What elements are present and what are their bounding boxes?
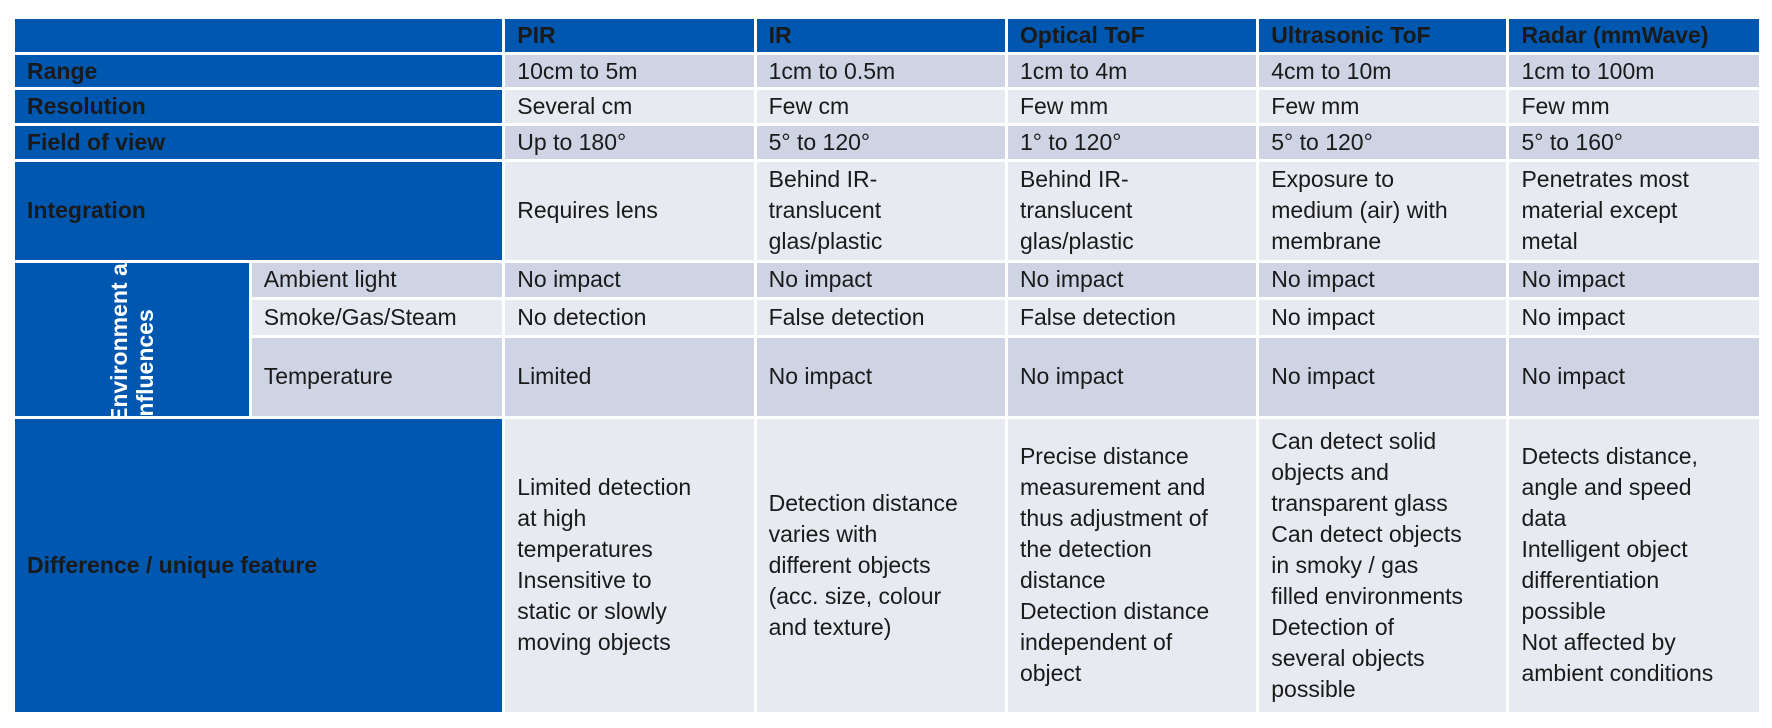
cell-integration-radar: Penetrates most material except metal bbox=[1506, 158, 1762, 263]
cell-range-ultrasonic: 4cm to 10m bbox=[1256, 51, 1510, 91]
cell-difference-pir: Limited detection at high temperatures I… bbox=[502, 415, 757, 716]
table-row: Range 10cm to 5m 1cm to 0.5m 1cm to 4m 4… bbox=[11, 51, 1762, 91]
cell-difference-optical: Precise distance measurement and thus ad… bbox=[1004, 415, 1260, 716]
table-row: Smoke/Gas/Steam No detection False detec… bbox=[14, 297, 1762, 339]
cell-smoke-optical: False detection bbox=[1004, 297, 1260, 339]
cell-temperature-optical: No impact bbox=[1004, 335, 1260, 419]
cell-text: Limited detection at high temperatures I… bbox=[517, 474, 692, 656]
cell-text: Behind IR- translucent glas/plastic bbox=[1019, 166, 1134, 255]
row-label-range: Range bbox=[11, 51, 506, 91]
cell-difference-radar: Detects distance, angle and speed data I… bbox=[1506, 415, 1762, 716]
sensor-comparison-table: PIR IR Optical ToF Ultrasonic ToF Radar … bbox=[11, 16, 1762, 716]
table-row: Field of view Up to 180° 5° to 120° 1° t… bbox=[11, 123, 1762, 162]
cell-resolution-radar: Few mm bbox=[1506, 87, 1762, 127]
cell-smoke-pir: No detection bbox=[502, 297, 757, 339]
cell-ambient-ir: No impact bbox=[753, 259, 1008, 301]
cell-integration-optical: Behind IR- translucent glas/plastic bbox=[1004, 158, 1260, 263]
cell-temperature-ir: No impact bbox=[753, 335, 1008, 419]
cell-difference-ir: Detection distance varies with different… bbox=[753, 415, 1008, 716]
cell-integration-ultrasonic: Exposure to medium (air) with membrane bbox=[1256, 158, 1510, 263]
cell-resolution-ir: Few cm bbox=[753, 87, 1008, 127]
cell-temperature-pir: Limited bbox=[502, 335, 757, 419]
cell-text: Penetrates most material except metal bbox=[1521, 166, 1689, 255]
cell-text: Requires lens bbox=[517, 197, 658, 224]
cell-text: Detection distance varies with different… bbox=[768, 489, 958, 640]
cell-text: Can detect solid objects and transparent… bbox=[1271, 427, 1464, 702]
row-label-smoke: Smoke/Gas/Steam bbox=[248, 297, 506, 339]
cell-ambient-optical: No impact bbox=[1004, 259, 1260, 301]
row-label-fov: Field of view bbox=[11, 123, 506, 162]
env-group-label-cell: Environment al influences bbox=[12, 259, 252, 419]
cell-ambient-radar: No impact bbox=[1506, 259, 1762, 301]
cell-resolution-optical: Few mm bbox=[1004, 87, 1260, 127]
table-row: Integration Requires lens Behind IR- tra… bbox=[11, 158, 1762, 263]
table-row: Environment al influences Ambient light … bbox=[12, 259, 1762, 419]
cell-fov-ultrasonic: 5° to 120° bbox=[1256, 123, 1510, 162]
cell-temperature-radar: No impact bbox=[1506, 335, 1762, 419]
cell-fov-radar: 5° to 160° bbox=[1506, 123, 1762, 162]
header-row: PIR IR Optical ToF Ultrasonic ToF Radar … bbox=[11, 16, 1762, 55]
cell-range-optical: 1cm to 4m bbox=[1004, 51, 1260, 91]
row-label-resolution: Resolution bbox=[11, 87, 506, 127]
header-ultrasonic-tof: Ultrasonic ToF bbox=[1256, 16, 1510, 55]
cell-text: Precise distance measurement and thus ad… bbox=[1019, 443, 1210, 687]
header-radar: Radar (mmWave) bbox=[1506, 16, 1762, 55]
cell-text: Detects distance, angle and speed data I… bbox=[1521, 443, 1714, 687]
table-row: Resolution Several cm Few cm Few mm Few … bbox=[11, 87, 1762, 127]
cell-integration-pir: Requires lens bbox=[502, 158, 757, 263]
cell-integration-ir: Behind IR- translucent glas/plastic bbox=[753, 158, 1008, 263]
header-corner bbox=[11, 16, 506, 55]
cell-smoke-ultrasonic: No impact bbox=[1256, 297, 1510, 339]
cell-temperature-ultrasonic: No impact bbox=[1256, 335, 1510, 419]
row-label-temperature: Temperature bbox=[248, 335, 506, 419]
cell-fov-ir: 5° to 120° bbox=[753, 123, 1008, 162]
header-optical-tof: Optical ToF bbox=[1004, 16, 1260, 55]
cell-text: Exposure to medium (air) with membrane bbox=[1271, 166, 1448, 255]
header-pir: PIR bbox=[502, 16, 757, 55]
header-ir: IR bbox=[753, 16, 1008, 55]
cell-text: Behind IR- translucent glas/plastic bbox=[768, 166, 883, 255]
env-group-label: Environment al influences bbox=[105, 261, 158, 418]
cell-fov-pir: Up to 180° bbox=[502, 123, 757, 162]
row-label-integration: Integration bbox=[11, 158, 506, 263]
cell-range-radar: 1cm to 100m bbox=[1506, 51, 1762, 91]
cell-ambient-ultrasonic: No impact bbox=[1256, 259, 1510, 301]
cell-smoke-radar: No impact bbox=[1506, 297, 1762, 339]
cell-difference-ultrasonic: Can detect solid objects and transparent… bbox=[1256, 415, 1510, 716]
table-row: Difference / unique feature Limited dete… bbox=[11, 415, 1762, 716]
row-label-difference: Difference / unique feature bbox=[11, 415, 506, 716]
row-label-ambient-light: Ambient light bbox=[248, 259, 506, 301]
cell-range-pir: 10cm to 5m bbox=[502, 51, 757, 91]
cell-resolution-ultrasonic: Few mm bbox=[1256, 87, 1510, 127]
cell-smoke-ir: False detection bbox=[753, 297, 1008, 339]
cell-range-ir: 1cm to 0.5m bbox=[753, 51, 1008, 91]
cell-resolution-pir: Several cm bbox=[502, 87, 757, 127]
cell-fov-optical: 1° to 120° bbox=[1004, 123, 1260, 162]
cell-ambient-pir: No impact bbox=[502, 259, 757, 301]
table-row: Temperature Limited No impact No impact … bbox=[14, 335, 1762, 419]
